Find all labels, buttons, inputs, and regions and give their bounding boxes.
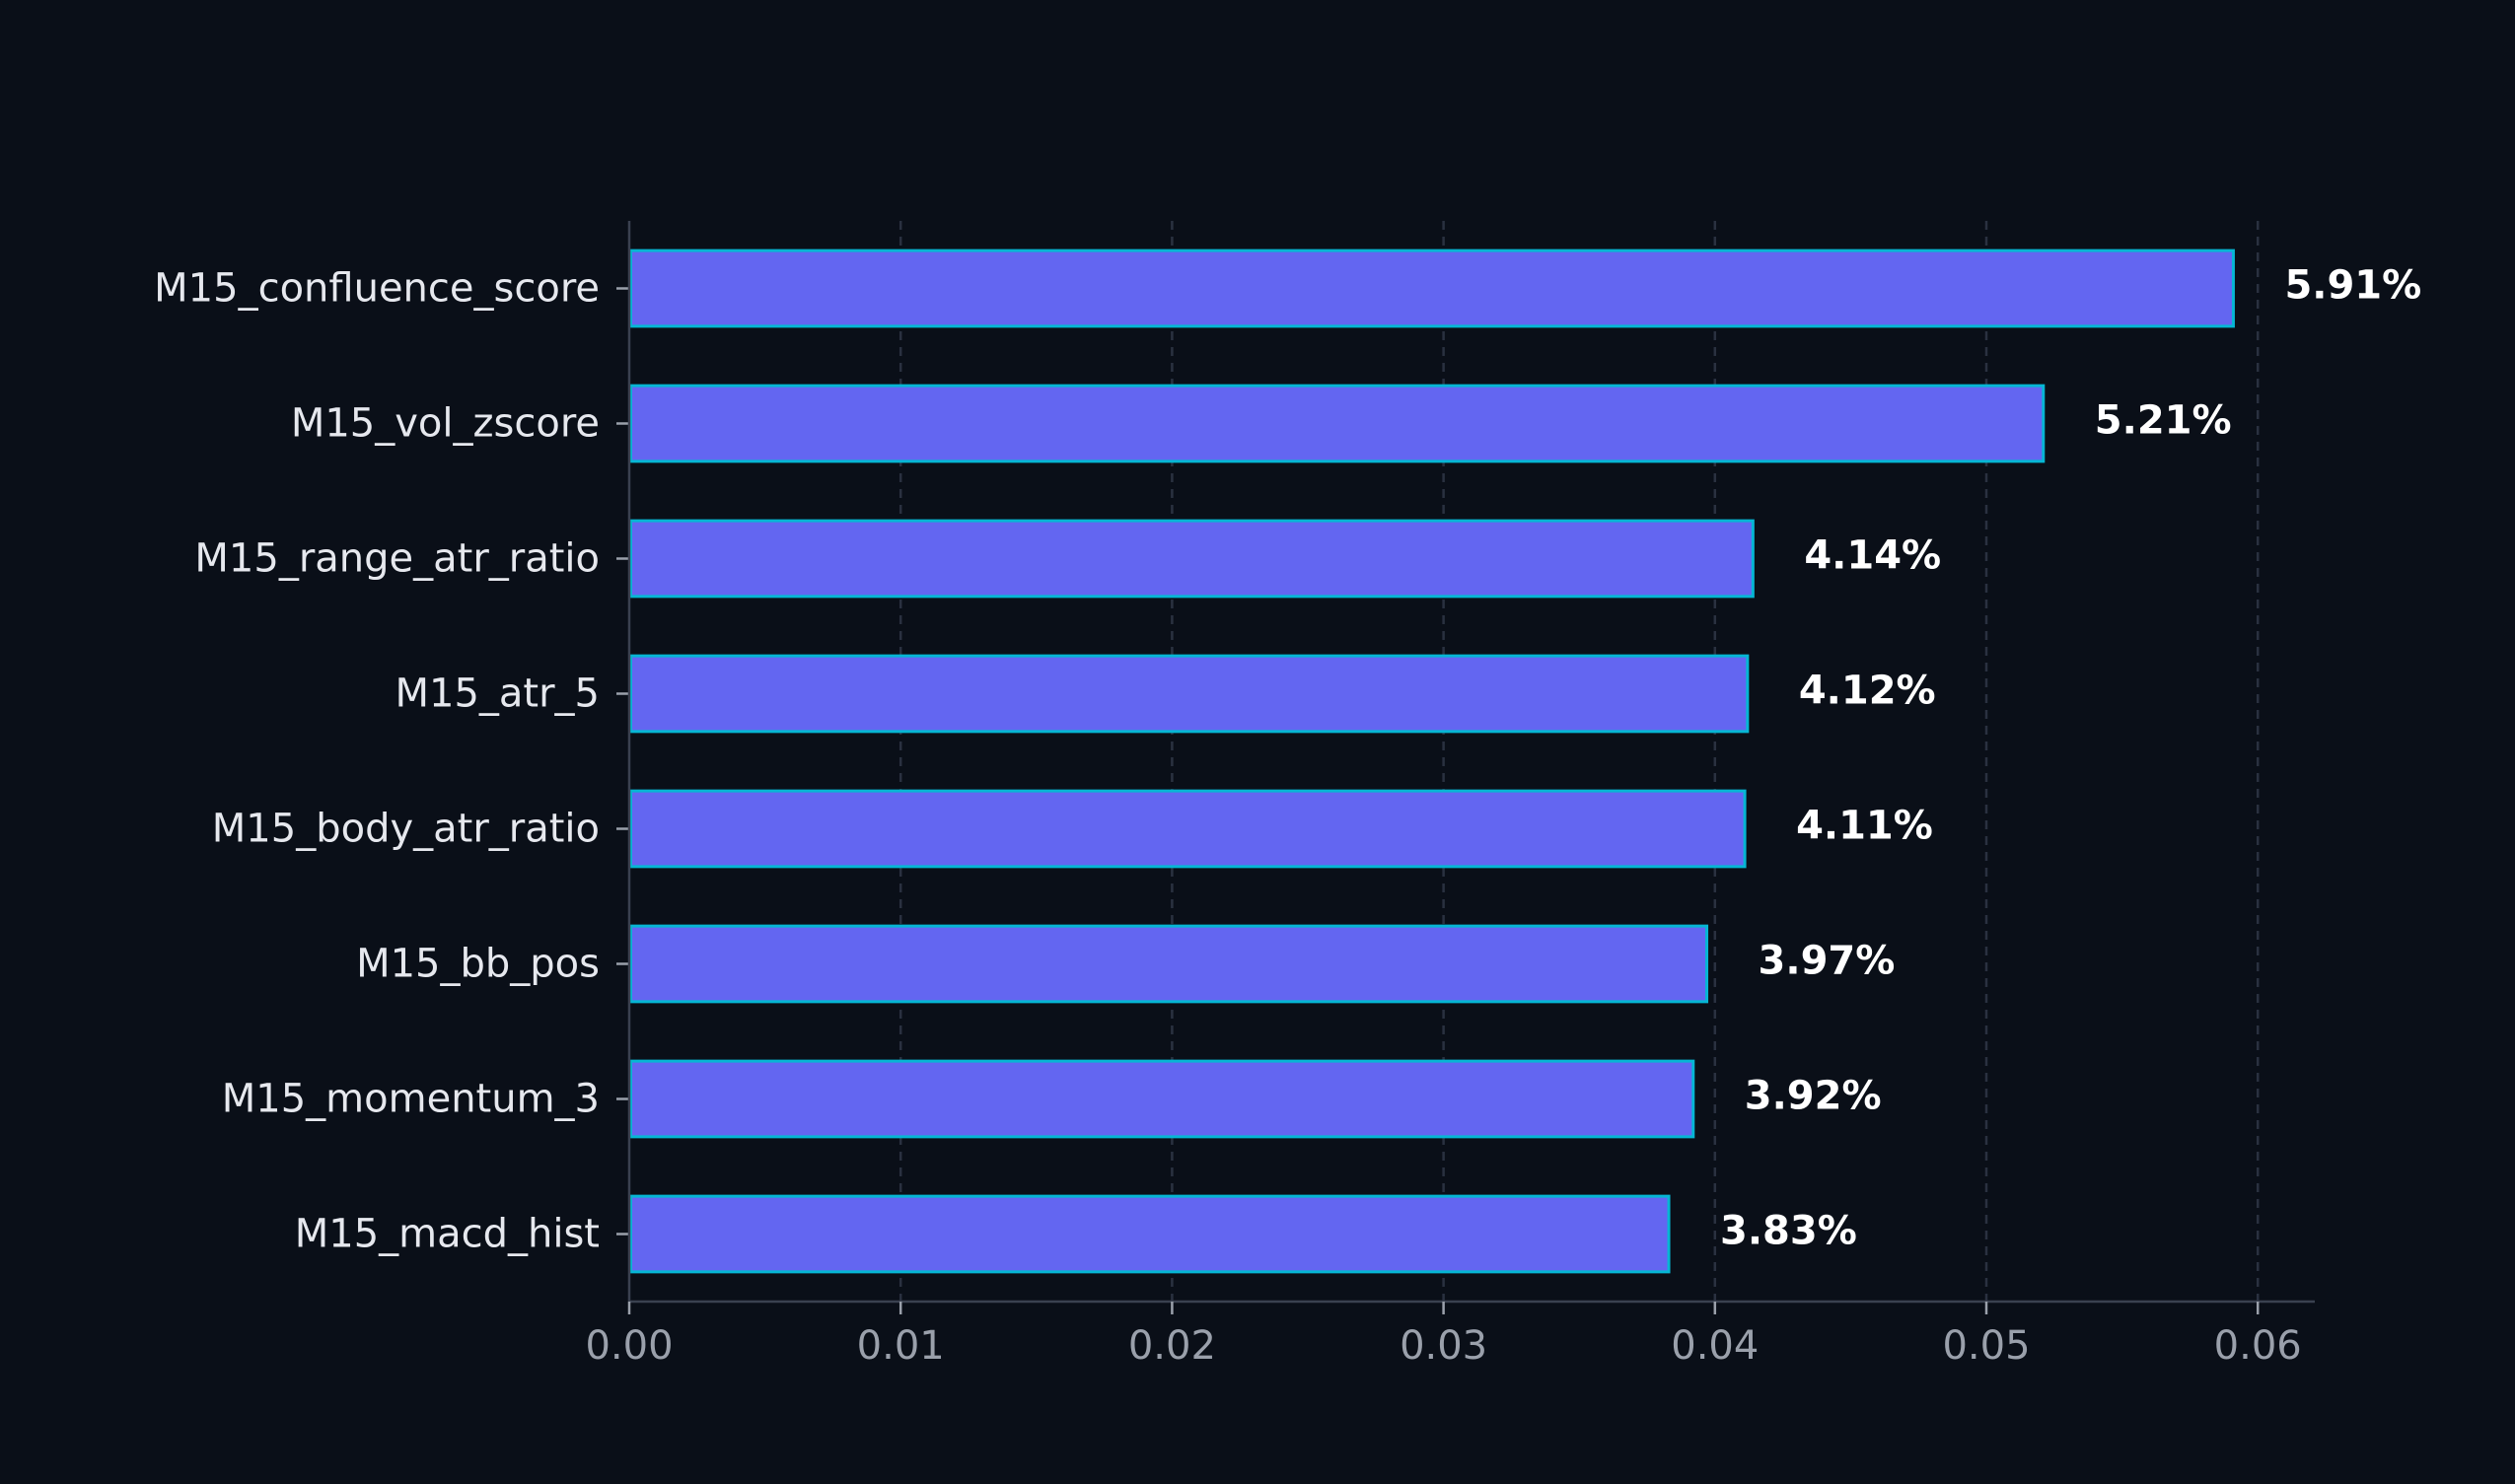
bar-M15_bb_pos <box>629 924 1709 1004</box>
xtick-label-1: 0.01 <box>857 1323 945 1369</box>
grid-layer <box>898 221 2260 1302</box>
value-label-4: 4.11% <box>1796 804 1933 849</box>
value-label-7: 3.83% <box>1720 1209 1857 1254</box>
axis-layer <box>616 221 2315 1314</box>
category-label-7: M15_macd_hist <box>295 1212 600 1257</box>
value-label-0: 5.91% <box>2284 263 2421 309</box>
xtick-label-0: 0.00 <box>585 1323 673 1369</box>
value-label-1: 5.21% <box>2095 398 2232 444</box>
category-label-1: M15_vol_zscore <box>291 401 600 447</box>
category-label-2: M15_range_atr_ratio <box>194 536 600 582</box>
xtick-label-3: 0.03 <box>1400 1323 1487 1369</box>
bar-M15_atr_5 <box>629 654 1750 734</box>
xtick-label-6: 0.06 <box>2214 1323 2302 1369</box>
bar-M15_momentum_3 <box>629 1059 1695 1139</box>
category-label-0: M15_confluence_score <box>154 266 600 312</box>
labels-layer: M15_confluence_score 5.91% M15_vol_zscore 5… <box>154 263 2421 1370</box>
value-label-6: 3.92% <box>1745 1074 1882 1119</box>
xtick-label-4: 0.04 <box>1671 1323 1759 1369</box>
value-label-5: 3.97% <box>1759 939 1896 984</box>
value-label-2: 4.14% <box>1804 533 1941 579</box>
bars-layer <box>629 248 2235 1274</box>
xtick-label-5: 0.05 <box>1942 1323 2030 1369</box>
bar-M15_vol_zscore <box>629 384 2046 463</box>
category-label-3: M15_atr_5 <box>395 671 601 717</box>
category-label-6: M15_momentum_3 <box>222 1077 600 1122</box>
bar-M15_range_atr_ratio <box>629 519 1755 599</box>
category-label-4: M15_body_atr_ratio <box>212 807 600 852</box>
bar-M15_macd_hist <box>629 1194 1671 1274</box>
category-label-5: M15_bb_pos <box>356 942 600 987</box>
bar-M15_body_atr_ratio <box>629 789 1747 869</box>
xtick-label-2: 0.02 <box>1128 1323 1216 1369</box>
bar-M15_confluence_score <box>629 248 2235 328</box>
value-label-3: 4.12% <box>1799 669 1936 714</box>
